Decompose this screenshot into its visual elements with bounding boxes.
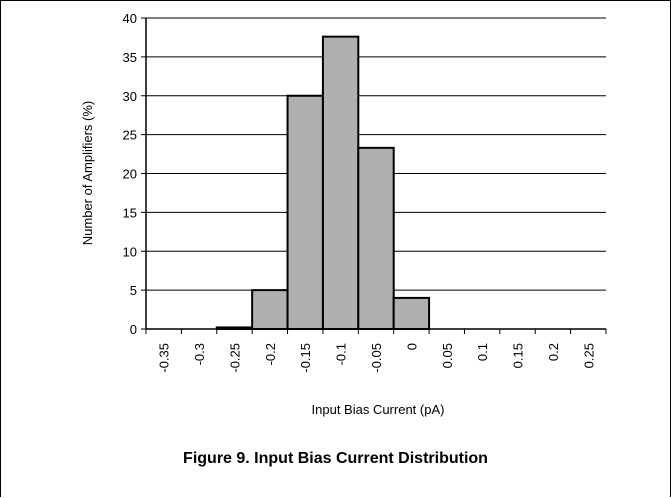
y-tick-labels: 0 5 10 15 20 25 30 35 40 [123,11,137,337]
y-tick-label: 20 [123,167,137,182]
y-axis-label: Number of Amplifiers (%) [80,101,95,245]
x-tick-label: 0.25 [581,343,596,368]
bar [357,146,395,330]
figure-caption: Figure 9. Input Bias Current Distributio… [183,450,488,467]
bar [286,94,324,330]
bars [215,35,431,331]
x-axis-label: Input Bias Current (pA) [312,402,445,417]
x-tick-label: 0.05 [440,343,455,368]
x-tick-label: -0.35 [157,343,172,373]
x-tick-label: 0 [404,343,419,350]
x-tick-label: -0.1 [334,343,349,365]
x-tick-label: 0.1 [475,343,490,361]
axes [141,17,607,334]
x-tick-label: -0.15 [298,343,313,373]
histogram-chart: 0 5 10 15 20 25 30 35 40 -0.35 -0.3 -0.25 -0.2 -0.15… [80,11,607,417]
y-tick-label: 10 [123,244,137,259]
x-tick-label: -0.3 [192,343,207,365]
x-tick-label: -0.05 [369,343,384,373]
y-tick-label: 5 [130,283,137,298]
x-tick-labels: -0.35 -0.3 -0.25 -0.2 -0.15 -0.1 -0.05 0 0.05 0.1… [157,343,597,373]
y-tick-label: 30 [123,89,137,104]
x-tick-label: -0.2 [263,343,278,365]
bar [251,289,289,330]
y-tick-label: 25 [123,128,137,143]
x-tick-label: -0.25 [227,343,242,373]
y-tick-label: 35 [123,50,137,65]
x-tick-label: 0.15 [511,343,526,368]
x-tick-label: 0.2 [546,343,561,361]
y-tick-label: 0 [130,322,137,337]
y-tick-label: 40 [123,11,137,26]
bar [321,35,360,330]
y-tick-label: 15 [123,205,137,220]
bar [392,296,431,330]
